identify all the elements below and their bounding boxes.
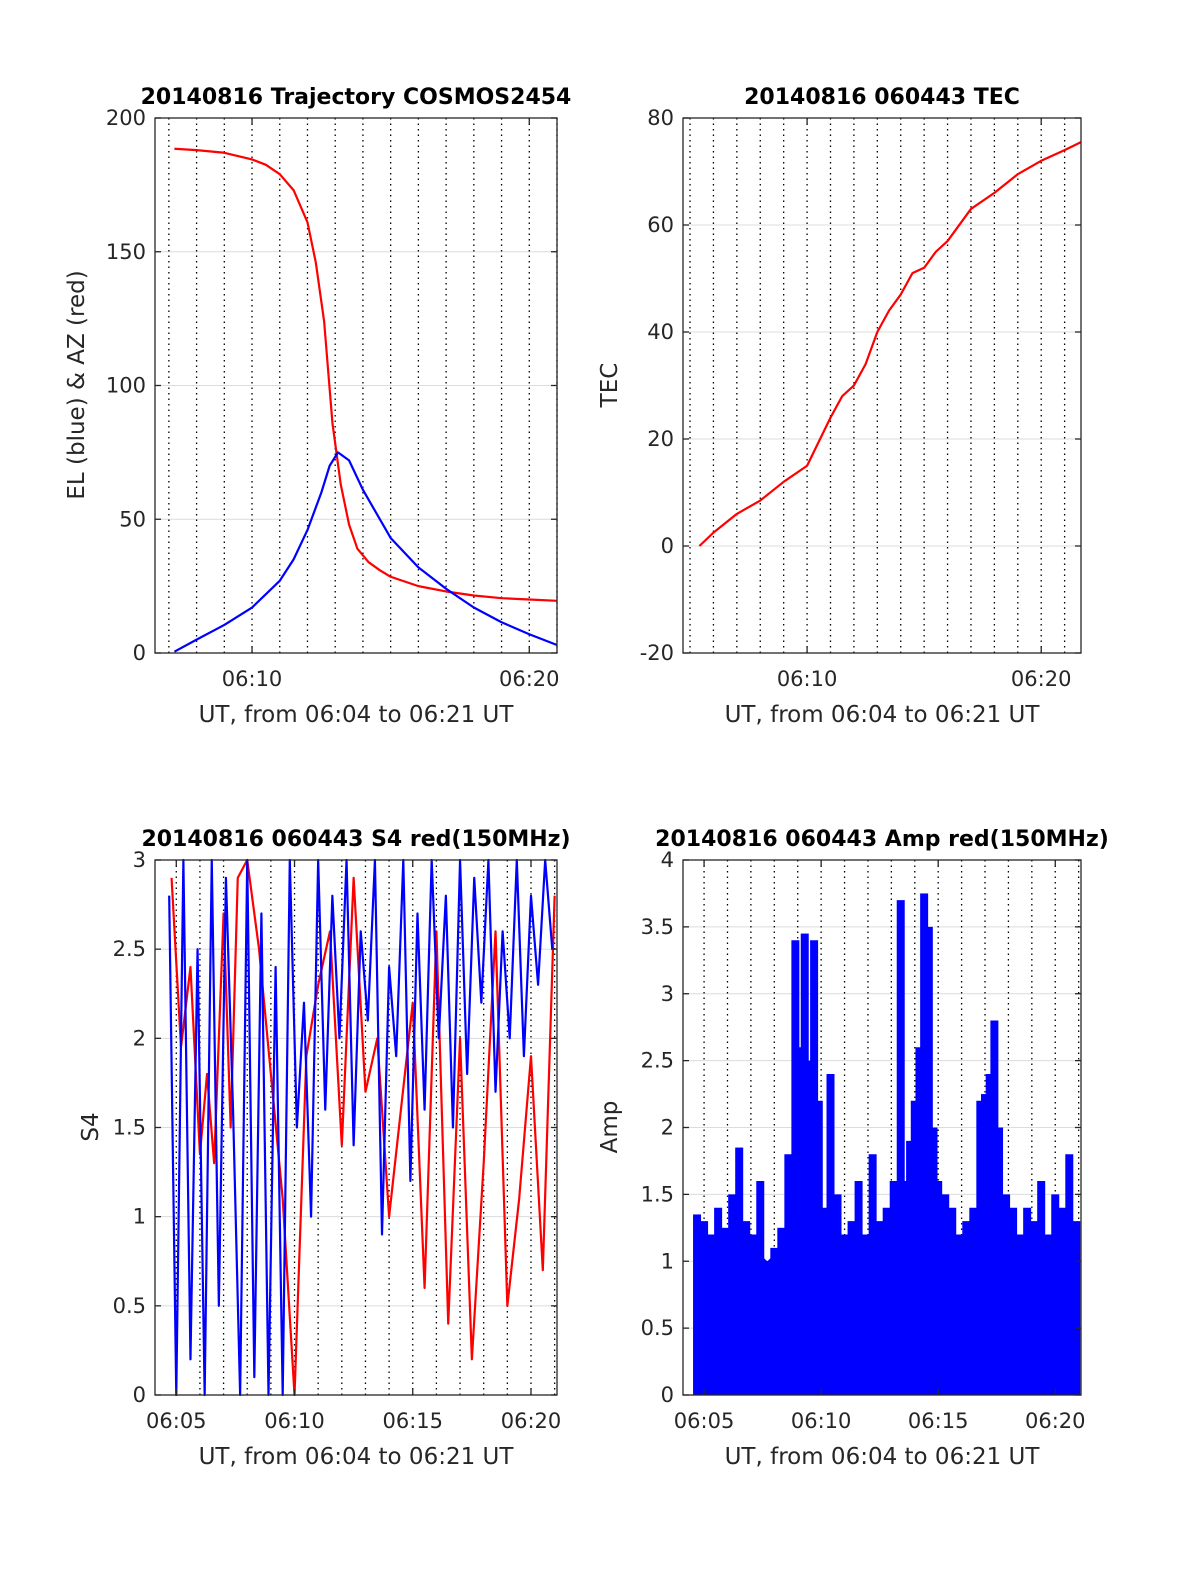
amp-ytick-label-3: 1.5: [641, 1182, 674, 1206]
amp-ytick-label-5: 2.5: [641, 1049, 674, 1073]
tec-xlabel: UT, from 06:04 to 06:21 UT: [725, 702, 1041, 728]
amp-xlabel: UT, from 06:04 to 06:21 UT: [725, 1444, 1041, 1470]
s4-ytick-label-6: 3: [133, 848, 146, 872]
tec-title: 20140816 060443 TEC: [744, 85, 1020, 110]
tec-axes-box: [682, 117, 1082, 654]
amp-xtick-label-1: 06:10: [791, 1409, 852, 1433]
amp-spike-21: [826, 1074, 835, 1395]
s4-ytick-label-3: 1.5: [113, 1116, 146, 1140]
tec-xtick-label-1: 06:20: [1011, 667, 1072, 691]
tec-ytick-label-3: 40: [647, 320, 674, 344]
amp-xtick-label-2: 06:15: [908, 1409, 969, 1433]
amp-ytick-label-1: 0.5: [641, 1316, 674, 1340]
tec-ylabel: TEC: [597, 363, 623, 409]
s4-ytick-label-4: 2: [133, 1026, 146, 1050]
tec-panel: 20140816 060443 TEC UT, from 06:04 to 06…: [597, 85, 1082, 728]
amp-series-fill: [697, 1254, 1077, 1395]
traj-series-blue: [173, 451, 558, 653]
amp-ytick-label-7: 3.5: [641, 915, 674, 939]
s4-xtick-label-2: 06:15: [382, 1409, 443, 1433]
traj-ytick-label-4: 200: [106, 106, 146, 130]
amp-panel: 20140816 060443 Amp red(150MHz) UT, from…: [597, 827, 1109, 1470]
traj-xtick-label-0: 06:10: [222, 667, 283, 691]
amp-spike-36: [920, 893, 929, 1395]
amp-ytick-label-4: 2: [661, 1116, 674, 1140]
s4-panel: 20140816 060443 S4 red(150MHz) UT, from …: [78, 827, 571, 1470]
tec-xtick-label-0: 06:10: [777, 667, 838, 691]
s4-ytick-label-1: 0.5: [113, 1294, 146, 1318]
amp-xtick-label-3: 06:20: [1025, 1409, 1086, 1433]
s4-xlabel: UT, from 06:04 to 06:21 UT: [199, 1444, 515, 1470]
amp-spike-15: [796, 1047, 805, 1395]
amp-spike-45: [976, 1100, 985, 1395]
s4-ytick-label-2: 1: [133, 1205, 146, 1229]
s4-title: 20140816 060443 S4 red(150MHz): [141, 827, 570, 852]
amp-ylabel: Amp: [597, 1101, 623, 1154]
amp-spike-47: [985, 1074, 994, 1395]
s4-series-red: [170, 858, 556, 1397]
amp-spike-46: [981, 1094, 990, 1395]
amp-spike-37: [924, 926, 933, 1395]
tec-ytick-label-1: 0: [661, 534, 674, 558]
amp-title: 20140816 060443 Amp red(150MHz): [655, 827, 1109, 852]
amp-spike-34: [910, 1100, 919, 1395]
s4-ytick-label-0: 0: [133, 1383, 146, 1407]
amp-plot-area: [683, 859, 1081, 1396]
amp-xtick-label-0: 06:05: [674, 1409, 735, 1433]
traj-ytick-label-1: 50: [119, 507, 146, 531]
traj-ytick-label-2: 100: [106, 374, 146, 398]
trajectory-xlabel: UT, from 06:04 to 06:21 UT: [199, 702, 515, 728]
tec-ytick-label-2: 20: [647, 427, 674, 451]
amp-spike-31: [896, 900, 905, 1395]
amp-ytick-label-0: 0: [661, 1383, 674, 1407]
amp-ytick-label-6: 3: [661, 982, 674, 1006]
amp-spike-17: [805, 1060, 814, 1395]
s4-ylabel: S4: [78, 1112, 104, 1141]
tec-plot-area: [683, 117, 1082, 654]
s4-xtick-label-0: 06:05: [146, 1409, 207, 1433]
tec-series-red: [698, 141, 1082, 547]
tec-ytick-label-0: -20: [640, 641, 674, 665]
amp-spike-35: [915, 1047, 924, 1395]
tec-ytick-label-5: 80: [647, 106, 674, 130]
amp-spike-48: [990, 1020, 999, 1395]
amp-spike-19: [814, 1100, 823, 1395]
s4-xtick-label-1: 06:10: [264, 1409, 325, 1433]
amp-ytick-label-2: 1: [661, 1249, 674, 1273]
amp-spike-16: [800, 933, 809, 1395]
trajectory-title: 20140816 Trajectory COSMOS2454: [141, 85, 572, 110]
traj-ytick-label-3: 150: [106, 240, 146, 264]
traj-xtick-label-1: 06:20: [499, 667, 560, 691]
amp-spike-14: [791, 940, 800, 1395]
s4-xtick-label-3: 06:20: [501, 1409, 562, 1433]
s4-ytick-label-5: 2.5: [113, 937, 146, 961]
trajectory-panel: 20140816 Trajectory COSMOS2454 UT, from …: [64, 85, 571, 728]
trajectory-ylabel: EL (blue) & AZ (red): [64, 270, 90, 499]
traj-ytick-label-0: 0: [133, 641, 146, 665]
traj-series-red: [174, 147, 558, 602]
amp-spike-18: [810, 940, 819, 1395]
tec-ytick-label-4: 60: [647, 213, 674, 237]
amp-ytick-label-8: 4: [661, 848, 674, 872]
